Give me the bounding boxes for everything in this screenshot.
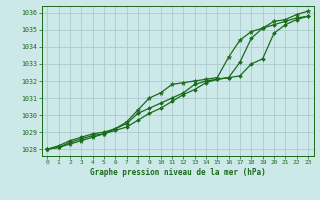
X-axis label: Graphe pression niveau de la mer (hPa): Graphe pression niveau de la mer (hPa) (90, 168, 266, 177)
